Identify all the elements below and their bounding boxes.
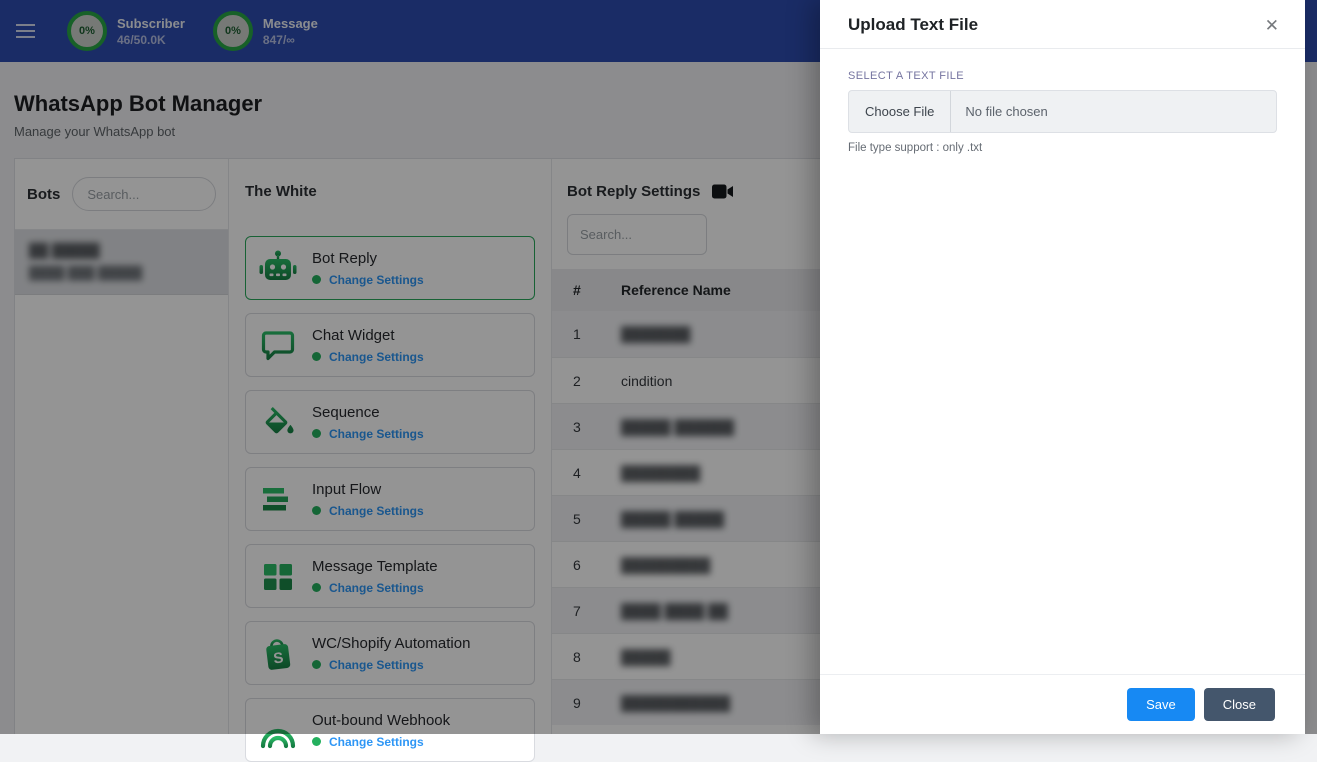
row-num: 1 bbox=[573, 326, 581, 342]
features-heading: The White bbox=[245, 183, 317, 200]
bot-name-masked: ██ █████ bbox=[29, 243, 100, 258]
column-header-num: # bbox=[573, 282, 581, 298]
page-title: WhatsApp Bot Manager bbox=[14, 91, 263, 116]
row-num: 8 bbox=[573, 648, 581, 665]
feature-card-input-flow[interactable]: Input Flow Change Settings bbox=[245, 467, 535, 531]
row-num: 9 bbox=[573, 694, 581, 711]
bots-heading: Bots bbox=[27, 185, 61, 203]
status-dot bbox=[312, 352, 321, 361]
row-name-masked: █████ █████ bbox=[621, 510, 725, 527]
grid-icon bbox=[257, 555, 299, 597]
message-value: 847/∞ bbox=[262, 32, 295, 47]
row-name: cindition bbox=[621, 372, 673, 389]
row-name-masked: ███████████ bbox=[621, 694, 731, 711]
row-name-masked: ████████ bbox=[621, 464, 701, 481]
change-settings-link[interactable]: Change Settings bbox=[329, 503, 424, 518]
row-num: 5 bbox=[573, 510, 581, 527]
change-settings-link[interactable]: Change Settings bbox=[329, 734, 424, 749]
row-num: 3 bbox=[573, 418, 581, 435]
robot-icon bbox=[257, 247, 299, 289]
row-name-masked: ████ ████ ██ bbox=[621, 602, 728, 619]
change-settings-link[interactable]: Change Settings bbox=[329, 426, 424, 441]
row-num: 6 bbox=[573, 556, 581, 573]
status-dot bbox=[312, 660, 321, 669]
row-num: 7 bbox=[573, 602, 581, 619]
message-label: Message bbox=[262, 15, 318, 31]
feature-card-message-template[interactable]: Message Template Change Settings bbox=[245, 544, 535, 608]
bots-search-input[interactable] bbox=[72, 177, 216, 211]
subscriber-progress-ring: 0% bbox=[67, 11, 107, 51]
status-dot bbox=[312, 429, 321, 438]
paint-bucket-icon bbox=[257, 401, 299, 443]
row-num: 2 bbox=[573, 372, 581, 389]
status-dot bbox=[312, 275, 321, 284]
row-name-masked: █████ ██████ bbox=[621, 418, 734, 435]
save-button[interactable]: Save bbox=[1127, 688, 1195, 721]
hamburger-menu-icon[interactable] bbox=[16, 24, 35, 38]
subscriber-value: 46/50.0K bbox=[117, 32, 166, 47]
shopify-bag-icon: S bbox=[257, 632, 299, 674]
feature-title: Message Template bbox=[312, 557, 438, 575]
row-num: 4 bbox=[573, 464, 581, 481]
feature-title: Sequence bbox=[312, 403, 380, 421]
video-camera-icon[interactable] bbox=[712, 184, 734, 199]
status-dot bbox=[312, 583, 321, 592]
status-dot bbox=[312, 737, 321, 746]
svg-text:S: S bbox=[272, 649, 284, 667]
upload-text-file-modal: Upload Text File ✕ SELECT A TEXT FILE Ch… bbox=[820, 0, 1305, 734]
feature-title: Chat Widget bbox=[312, 326, 395, 344]
message-progress-ring: 0% bbox=[212, 11, 253, 51]
file-chosen-status: No file chosen bbox=[965, 104, 1048, 119]
feature-title: Bot Reply bbox=[312, 249, 378, 267]
status-dot bbox=[312, 506, 321, 515]
choose-file-button[interactable]: Choose File bbox=[849, 91, 952, 132]
change-settings-link[interactable]: Change Settings bbox=[329, 349, 424, 364]
file-input[interactable]: Choose File No file chosen bbox=[848, 90, 1277, 133]
reference-search-input[interactable] bbox=[567, 214, 707, 255]
subscriber-stat: 0% Subscriber 46/50.0K bbox=[67, 11, 185, 51]
settings-heading: Bot Reply Settings bbox=[567, 183, 701, 200]
bot-phone-masked: ████ ███ █████ bbox=[29, 266, 143, 280]
row-name-masked: █████████ bbox=[621, 556, 711, 573]
feature-card-chat-widget[interactable]: Chat Widget Change Settings bbox=[245, 313, 535, 377]
column-header-reference-name: Reference Name bbox=[621, 282, 731, 298]
row-name-masked: ███████ bbox=[621, 326, 691, 342]
change-settings-link[interactable]: Change Settings bbox=[329, 272, 424, 287]
file-field-label: SELECT A TEXT FILE bbox=[848, 70, 965, 82]
bots-panel: Bots ██ █████ ████ ███ █████ bbox=[15, 159, 229, 734]
feature-title: WC/Shopify Automation bbox=[312, 634, 471, 652]
list-bars-icon bbox=[257, 478, 299, 520]
close-icon[interactable]: ✕ bbox=[1264, 15, 1279, 35]
feature-card-sequence[interactable]: Sequence Change Settings bbox=[245, 390, 535, 454]
feature-card-shopify-automation[interactable]: S WC/Shopify Automation Change Settings bbox=[245, 621, 535, 685]
page-subtitle: Manage your WhatsApp bot bbox=[14, 124, 176, 139]
file-type-help-text: File type support : only .txt bbox=[848, 142, 983, 154]
modal-title: Upload Text File bbox=[848, 15, 979, 34]
close-button[interactable]: Close bbox=[1203, 688, 1275, 721]
message-stat: 0% Message 847/∞ bbox=[212, 11, 318, 51]
bot-list-item-selected[interactable]: ██ █████ ████ ███ █████ bbox=[15, 230, 228, 295]
change-settings-link[interactable]: Change Settings bbox=[329, 657, 424, 672]
subscriber-label: Subscriber bbox=[117, 15, 185, 31]
feature-card-bot-reply[interactable]: Bot Reply Change Settings bbox=[245, 236, 535, 300]
feature-title: Out-bound Webhook bbox=[312, 711, 451, 729]
row-name-masked: █████ bbox=[621, 648, 671, 665]
chat-bubble-icon bbox=[257, 324, 299, 366]
feature-title: Input Flow bbox=[312, 480, 382, 498]
change-settings-link[interactable]: Change Settings bbox=[329, 580, 424, 595]
